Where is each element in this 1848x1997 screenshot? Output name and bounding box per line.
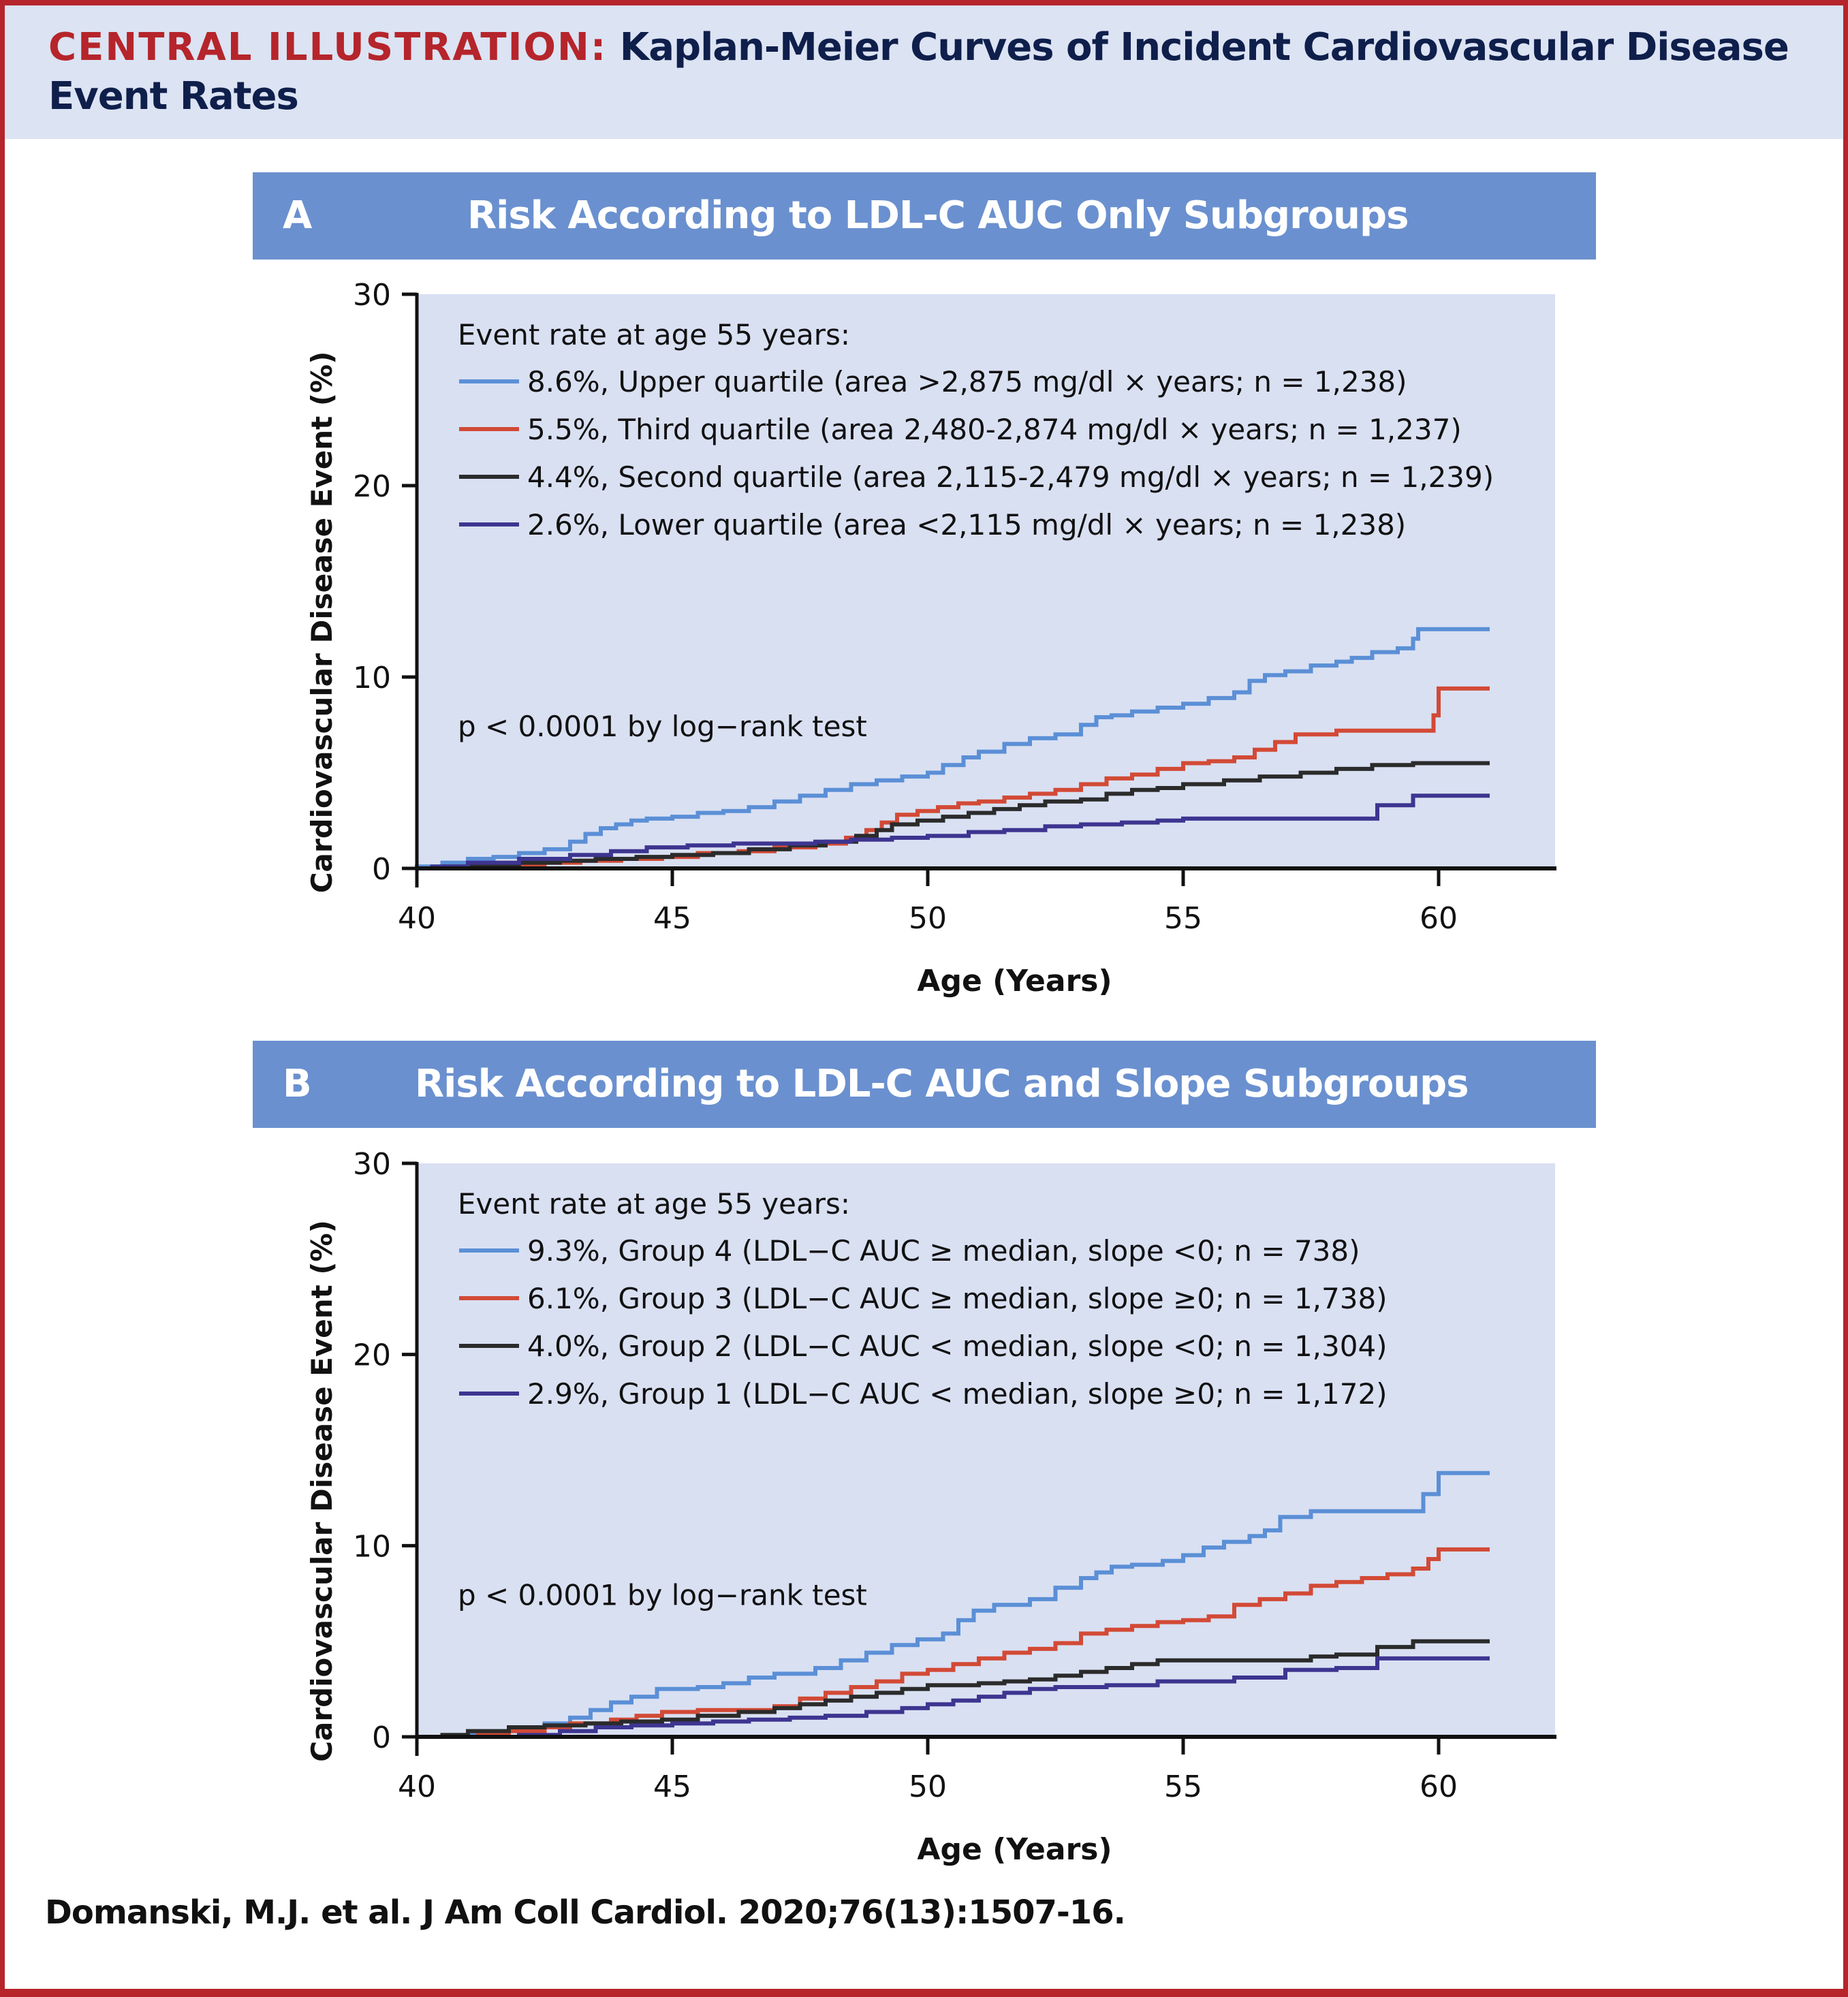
legend-entry-label: 9.3%, Group 4 (LDL−C AUC ≥ median, slope…	[527, 1234, 1360, 1268]
x-tick-label: 50	[909, 1770, 947, 1804]
x-tick-label: 60	[1420, 1770, 1458, 1804]
panel-a-title: Risk According to LDL-C AUC Only Subgrou…	[467, 193, 1409, 238]
legend-title: Event rate at age 55 years:	[458, 318, 850, 351]
chart-b: 0 10 20 30 40 45 50 55 60 Event rate at age 55 y…	[305, 1147, 1556, 1867]
plot-background	[418, 1163, 1555, 1737]
km-curve-series-1	[417, 1471, 1490, 1739]
y-tick-label: 30	[353, 1147, 391, 1182]
logrank-annotation: p < 0.0001 by log−rank test	[458, 710, 867, 743]
legend-entry-label: 2.9%, Group 1 (LDL−C AUC < median, slope…	[527, 1377, 1388, 1411]
y-tick-label: 10	[353, 661, 391, 695]
x-tick-label: 45	[653, 1770, 691, 1804]
x-tick-label: 55	[1164, 901, 1202, 936]
x-axis-label: Age (Years)	[917, 964, 1112, 998]
figure-title-text: Kaplan-Meier Curves of Incident Cardiova…	[48, 25, 1789, 119]
legend: Event rate at age 55 years: 9.3%, Group …	[458, 1187, 1388, 1411]
y-tick-label: 20	[353, 1338, 391, 1373]
km-curve-series-3	[417, 761, 1490, 870]
km-curve-series-4	[417, 793, 1490, 870]
y-axis-label: Cardiovascular Disease Event (%)	[305, 1220, 339, 1762]
km-curve-series-4	[417, 1656, 1490, 1739]
panel-a-letter: A	[283, 193, 313, 238]
legend: Event rate at age 55 years: 8.6%, Upper …	[458, 318, 1494, 541]
chart-a: 0 10 20 30 40 45 50 55 60 Event rate at age 55 y…	[305, 278, 1556, 998]
y-tick-label: 10	[353, 1529, 391, 1564]
km-curve-series-1	[415, 627, 1490, 869]
figure-title: CENTRAL ILLUSTRATION: Kaplan-Meier Curve…	[48, 23, 1819, 121]
y-tick-label: 30	[353, 278, 391, 313]
logrank-annotation: p < 0.0001 by log−rank test	[458, 1578, 867, 1611]
x-axis-label: Age (Years)	[917, 1832, 1112, 1867]
citation: Domanski, M.J. et al. J Am Coll Cardiol.…	[45, 1893, 1126, 1932]
x-tick-label: 50	[909, 901, 947, 936]
x-tick-label: 45	[653, 901, 691, 936]
legend-entry-label: 6.1%, Group 3 (LDL−C AUC ≥ median, slope…	[527, 1282, 1388, 1315]
x-tick-label: 40	[398, 1770, 436, 1804]
x-tick-label: 40	[398, 901, 436, 936]
y-tick-label: 0	[372, 1720, 391, 1755]
panel-b-letter: B	[283, 1062, 312, 1106]
panel-b-header: B Risk According to LDL-C AUC and Slope …	[253, 1041, 1596, 1128]
x-tick-label: 60	[1420, 901, 1458, 936]
legend-entry-label: 8.6%, Upper quartile (area >2,875 mg/dl …	[527, 365, 1407, 398]
legend-entry-label: 2.6%, Lower quartile (area <2,115 mg/dl …	[527, 508, 1406, 541]
panel-b-title: Risk According to LDL-C AUC and Slope Su…	[415, 1062, 1469, 1106]
y-axis-label: Cardiovascular Disease Event (%)	[305, 351, 339, 894]
figure-header: CENTRAL ILLUSTRATION: Kaplan-Meier Curve…	[5, 5, 1843, 139]
y-tick-label: 20	[353, 469, 391, 504]
panel-a-header: A Risk According to LDL-C AUC Only Subgr…	[253, 172, 1596, 260]
legend-entry-label: 4.0%, Group 2 (LDL−C AUC < median, slope…	[527, 1330, 1388, 1363]
legend-title: Event rate at age 55 years:	[458, 1187, 850, 1221]
km-curve-series-3	[417, 1639, 1490, 1739]
legend-entry-label: 5.5%, Third quartile (area 2,480-2,874 m…	[527, 413, 1462, 446]
plot-background	[418, 294, 1555, 868]
x-tick-label: 55	[1164, 1770, 1202, 1804]
central-illustration-label: CENTRAL ILLUSTRATION:	[48, 25, 608, 69]
legend-entry-label: 4.4%, Second quartile (area 2,115-2,479 …	[527, 460, 1494, 494]
y-tick-label: 0	[372, 852, 391, 887]
km-curve-series-2	[417, 1547, 1490, 1739]
